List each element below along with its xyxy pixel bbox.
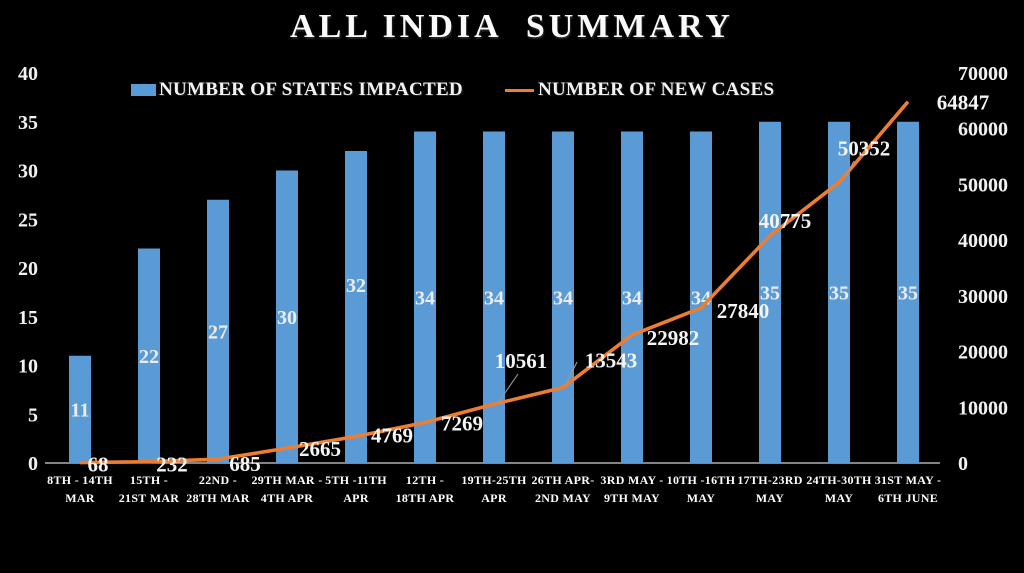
bar-states-impacted xyxy=(207,199,229,463)
bar-states-impacted xyxy=(621,131,643,463)
category-label-line1: 19TH-25TH xyxy=(461,473,527,487)
line-value-label: 50352 xyxy=(838,136,891,160)
category-label-line2: 21ST MAR xyxy=(119,491,180,505)
bar-value-label: 11 xyxy=(71,399,90,421)
bar-states-impacted xyxy=(276,170,298,463)
category-label-line1: 15TH - xyxy=(130,473,168,487)
data-label-leader-line xyxy=(844,160,855,179)
left-axis-tick-label: 20 xyxy=(18,258,38,280)
left-axis-tick-label: 30 xyxy=(18,161,38,183)
bar-value-label: 35 xyxy=(898,282,918,304)
category-label-line1: 8TH - 14TH xyxy=(47,473,113,487)
category-label-line2: MAY xyxy=(825,491,853,505)
data-label-leader-line xyxy=(497,373,519,404)
bar-value-label: 27 xyxy=(208,321,228,343)
line-value-label: 7269 xyxy=(441,412,483,436)
bar-value-label: 35 xyxy=(760,282,780,304)
left-axis-tick-label: 25 xyxy=(18,209,38,231)
right-axis-tick-label: 60000 xyxy=(958,119,1008,141)
line-value-label: 4769 xyxy=(371,423,413,447)
category-label-line2: 28TH MAR xyxy=(186,491,249,505)
category-label-line1: 3RD MAY - xyxy=(600,473,663,487)
category-label-line1: 10TH -16TH xyxy=(667,473,736,487)
bar-states-impacted xyxy=(69,355,91,463)
category-label-line2: APR xyxy=(343,491,369,505)
bar-states-impacted xyxy=(483,131,505,463)
category-label-line2: MAY xyxy=(687,491,715,505)
left-axis-tick-label: 15 xyxy=(18,307,38,329)
chart-title: ALL INDIA SUMMARY xyxy=(290,8,734,45)
bar-value-label: 30 xyxy=(277,307,297,329)
bar-states-impacted xyxy=(759,121,781,463)
left-axis-tick-label: 40 xyxy=(18,63,38,85)
legend-label: NUMBER OF NEW CASES xyxy=(538,79,775,100)
data-label-leader-line xyxy=(564,361,578,387)
line-value-label: 10561 xyxy=(495,349,548,373)
bar-states-impacted xyxy=(414,131,436,463)
bar-value-label: 34 xyxy=(553,287,573,309)
category-label-line2: 18TH APR xyxy=(396,491,455,505)
line-series-swatch-icon xyxy=(505,88,534,92)
category-label-line2: 9TH MAY xyxy=(604,491,660,505)
category-label-line2: 2ND MAY xyxy=(535,491,591,505)
line-value-label: 64847 xyxy=(937,91,990,115)
category-label-line1: 31ST MAY - xyxy=(875,473,942,487)
category-label-line1: 22ND - xyxy=(199,473,237,487)
new-cases-line xyxy=(79,100,910,465)
category-label-line2: MAR xyxy=(65,491,95,505)
line-value-label: 68 xyxy=(88,453,109,477)
bar-value-label: 34 xyxy=(484,287,504,309)
category-label-line1: 5TH -11TH xyxy=(325,473,387,487)
line-value-label: 2665 xyxy=(299,437,341,461)
left-axis-tick-label: 5 xyxy=(28,404,38,426)
right-axis-tick-label: 70000 xyxy=(958,63,1008,85)
line-value-label: 40775 xyxy=(759,209,812,233)
category-label-line2: 4TH APR xyxy=(261,491,313,505)
right-axis-tick-label: 0 xyxy=(958,453,968,475)
category-label-line2: 6TH JUNE xyxy=(878,491,938,505)
bar-value-label: 34 xyxy=(622,287,642,309)
left-axis-tick-label: 35 xyxy=(18,112,38,134)
category-label-line1: 26TH APR- xyxy=(531,473,594,487)
bar-states-impacted xyxy=(345,151,367,463)
line-value-label: 22982 xyxy=(647,326,700,350)
category-label-line1: 12TH - xyxy=(406,473,444,487)
bar-states-impacted xyxy=(138,248,160,463)
category-label-line1: 29TH MAR - xyxy=(252,473,323,487)
legend-item-new-cases: NUMBER OF NEW CASES xyxy=(505,79,774,101)
right-axis-tick-label: 20000 xyxy=(958,342,1008,364)
right-axis-tick-label: 50000 xyxy=(958,174,1008,196)
category-label-line2: APR xyxy=(481,491,507,505)
line-value-label: 13543 xyxy=(585,349,638,373)
line-value-label: 232 xyxy=(156,453,188,477)
left-axis-tick-label: 10 xyxy=(18,356,38,378)
line-value-label: 685 xyxy=(229,452,261,476)
line-value-label: 27840 xyxy=(717,299,770,323)
right-axis-tick-label: 40000 xyxy=(958,230,1008,252)
bar-series-swatch-icon xyxy=(131,84,156,96)
bar-value-label: 22 xyxy=(139,346,159,368)
bar-value-label: 34 xyxy=(415,287,435,309)
bar-states-impacted xyxy=(690,131,712,463)
category-label-line1: 24TH-30TH xyxy=(806,473,872,487)
legend-label: NUMBER OF STATES IMPACTED xyxy=(159,79,463,100)
category-label-line1: 17TH-23RD xyxy=(737,473,802,487)
legend-item-states-impacted: NUMBER OF STATES IMPACTED xyxy=(131,79,463,101)
left-axis-tick-label: 0 xyxy=(28,453,38,475)
bar-states-impacted xyxy=(897,121,919,463)
bar-value-label: 35 xyxy=(829,282,849,304)
bar-value-label: 32 xyxy=(346,275,366,297)
right-axis-tick-label: 10000 xyxy=(958,397,1008,419)
right-axis-tick-label: 30000 xyxy=(958,286,1008,308)
category-label-line2: MAY xyxy=(756,491,784,505)
bar-states-impacted xyxy=(828,121,850,463)
